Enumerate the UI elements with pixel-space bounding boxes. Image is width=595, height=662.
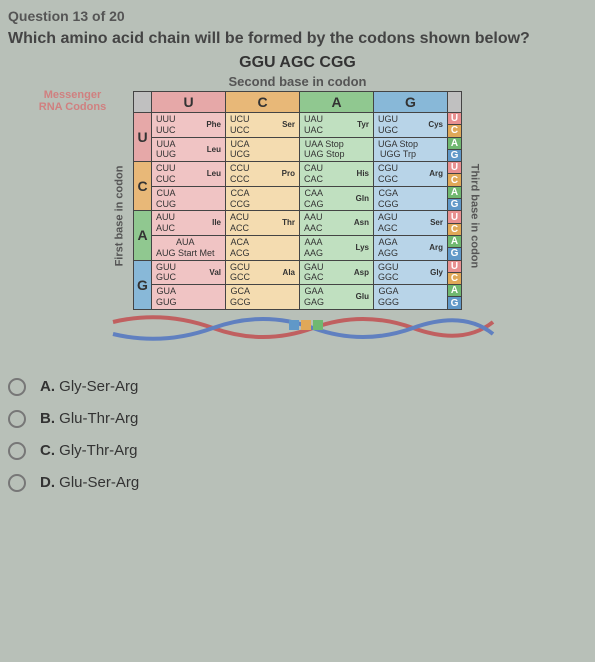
codon-cell: CAACAGGln [300, 186, 374, 211]
codon-cell: UGA StopUGG Trp [374, 137, 448, 162]
codon-table: U C A G UUUUUUCPheUCUUCCSerUAUUACTyrUGUU… [133, 91, 462, 310]
third-base-cell: U [448, 260, 462, 272]
row-header-C: C [134, 162, 152, 211]
option-D-text: D. Glu-Ser-Arg [40, 474, 139, 491]
third-base-cell: G [448, 149, 462, 161]
third-base-cell: U [448, 162, 462, 174]
row-header-G: G [134, 260, 152, 309]
codon-cell: UAUUACTyr [300, 113, 374, 138]
third-base-cell: A [448, 285, 462, 297]
answer-options: A. Gly-Ser-Arg B. Glu-Thr-Arg C. Gly-Thr… [8, 378, 587, 492]
codon-cell: AUUAUCIle [152, 211, 226, 236]
codon-cell: UGUUGCCys [374, 113, 448, 138]
codon-cell: UUUUUCPhe [152, 113, 226, 138]
option-C[interactable]: C. Gly-Thr-Arg [8, 442, 587, 460]
third-base-cell: C [448, 174, 462, 186]
option-A[interactable]: A. Gly-Ser-Arg [8, 378, 587, 396]
codon-cell: AGAAGGArg [374, 235, 448, 260]
radio-icon[interactable] [8, 410, 26, 428]
codon-cell: AAUAACAsn [300, 211, 374, 236]
codon-cell: CAUCACHis [300, 162, 374, 187]
codon-cell: UCUUCCSer [226, 113, 300, 138]
codon-cell: CGACGG [374, 186, 448, 211]
first-base-label: First base in codon [113, 166, 125, 267]
third-base-cell: A [448, 137, 462, 149]
third-base-cell: G [448, 199, 462, 211]
row-header-A: A [134, 211, 152, 260]
codon-cell: GUUGUCVal [152, 260, 226, 285]
codon-cell: GAUGACAsp [300, 260, 374, 285]
third-base-cell: A [448, 186, 462, 198]
codon-cell: GGUGGCGly [374, 260, 448, 285]
codon-cell: CGUCGCArg [374, 162, 448, 187]
third-base-cell: U [448, 211, 462, 223]
helix-decoration [93, 314, 503, 342]
codon-sequence: GGU AGC CGG [8, 54, 587, 72]
option-A-text: A. Gly-Ser-Arg [40, 378, 138, 395]
third-base-cell: G [448, 248, 462, 260]
col-header-G: G [374, 92, 448, 113]
codon-cell: UCAUCG [226, 137, 300, 162]
codon-cell: GCUGCCAla [226, 260, 300, 285]
codon-cell: ACAACG [226, 235, 300, 260]
second-base-label: Second base in codon [8, 74, 587, 89]
question-number: Question 13 of 20 [8, 8, 587, 24]
question-text: Which amino acid chain will be formed by… [8, 30, 587, 48]
codon-cell: GAAGAGGlu [300, 285, 374, 310]
third-base-cell: C [448, 223, 462, 235]
col-header-C: C [226, 92, 300, 113]
codon-cell: AUAAUG Start Met [152, 235, 226, 260]
corner-cell-right [448, 92, 462, 113]
codon-cell: GUAGUG [152, 285, 226, 310]
third-base-cell: C [448, 125, 462, 137]
messenger-label: Messenger RNA Codons [33, 89, 113, 113]
third-base-cell: C [448, 272, 462, 284]
third-base-label: Third base in codon [468, 164, 480, 269]
row-header-U: U [134, 113, 152, 162]
third-base-cell: A [448, 235, 462, 247]
codon-cell: GGAGGG [374, 285, 448, 310]
codon-cell: UAA StopUAG Stop [300, 137, 374, 162]
codon-cell: CUACUG [152, 186, 226, 211]
third-base-cell: G [448, 297, 462, 309]
third-base-cell: U [448, 113, 462, 125]
codon-cell: GCAGCG [226, 285, 300, 310]
codon-cell: CCUCCCPro [226, 162, 300, 187]
codon-cell: CCACCG [226, 186, 300, 211]
radio-icon[interactable] [8, 474, 26, 492]
col-header-A: A [300, 92, 374, 113]
codon-cell: AGUAGCSer [374, 211, 448, 236]
radio-icon[interactable] [8, 378, 26, 396]
codon-cell: CUUCUCLeu [152, 162, 226, 187]
codon-cell: AAAAAGLys [300, 235, 374, 260]
codon-table-container: Messenger RNA Codons First base in codon… [93, 91, 503, 342]
codon-cell: ACUACCThr [226, 211, 300, 236]
option-B-text: B. Glu-Thr-Arg [40, 410, 138, 427]
codon-cell: UUAUUGLeu [152, 137, 226, 162]
radio-icon[interactable] [8, 442, 26, 460]
option-B[interactable]: B. Glu-Thr-Arg [8, 410, 587, 428]
option-C-text: C. Gly-Thr-Arg [40, 442, 138, 459]
col-header-U: U [152, 92, 226, 113]
option-D[interactable]: D. Glu-Ser-Arg [8, 474, 587, 492]
corner-cell [134, 92, 152, 113]
